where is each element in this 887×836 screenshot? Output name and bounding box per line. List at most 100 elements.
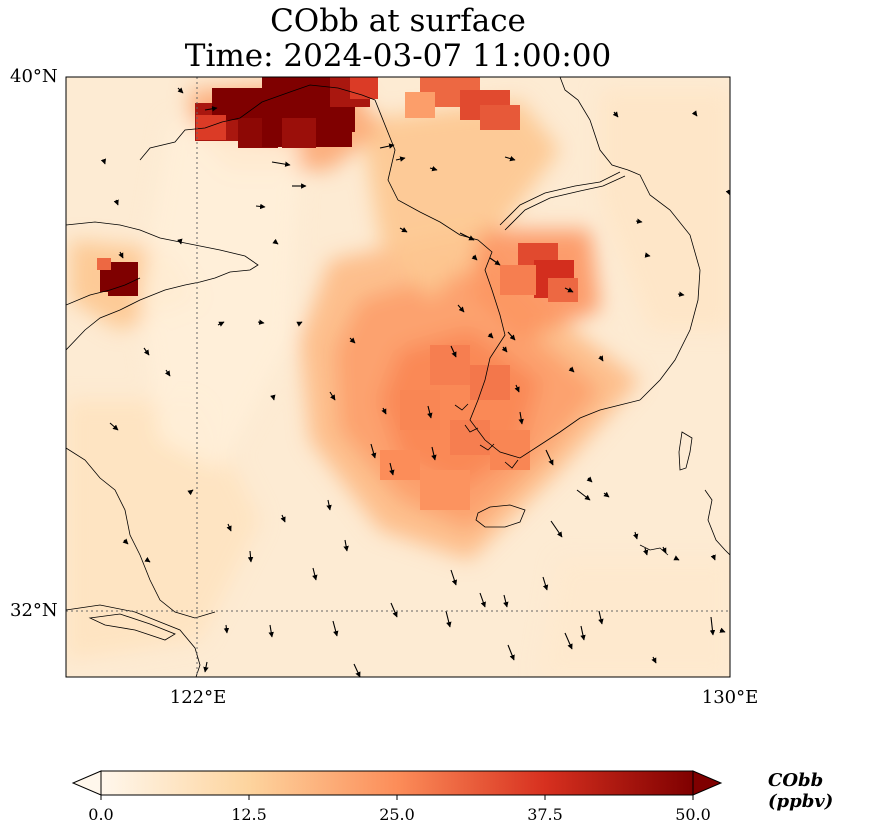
wind-arrow-11 (564, 287, 574, 293)
wind-arrow-14 (644, 252, 651, 258)
wind-arrow-13 (691, 110, 698, 117)
coast-yangtze-island (88, 613, 176, 641)
wind-arrow-33 (457, 304, 465, 313)
hotspot-cell-19 (500, 265, 536, 295)
hotspot-cell-26 (490, 430, 530, 470)
liaodong-south (66, 277, 141, 306)
title-line-2: Time: 2024-03-07 11:00:00 (184, 38, 612, 74)
hotspot-cell-21 (470, 365, 510, 400)
wind-arrow-72 (580, 625, 586, 641)
wind-arrow-9 (399, 227, 408, 233)
wind-arrow-41 (280, 514, 286, 523)
hotspot-cell-24 (380, 450, 420, 480)
wind-arrow-0 (177, 87, 184, 94)
wind-arrow-23 (217, 321, 225, 327)
colorbar-tick-0: 0.0 (88, 805, 114, 824)
wind-arrow-64 (479, 592, 486, 608)
wind-arrow-65 (390, 602, 398, 618)
wind-arrow-57 (710, 554, 716, 561)
island-tsushima (678, 431, 693, 471)
coast-korea-west (374, 99, 641, 459)
field-northeast-low (600, 90, 730, 330)
wind-arrow-48 (518, 411, 524, 425)
wind-arrow-1 (204, 106, 218, 112)
wind-arrow-47 (431, 446, 437, 461)
colorbar-tick-50: 50.0 (675, 805, 711, 824)
wind-arrow-70 (332, 620, 339, 637)
wind-arrow-56 (673, 555, 680, 561)
border-korea-2 (504, 175, 626, 231)
wind-arrow-29 (270, 394, 276, 401)
wind-arrow-69 (223, 624, 230, 634)
colorbar-extend-high (692, 770, 723, 796)
wind-arrow-50 (576, 489, 591, 501)
wind-arrow-43 (326, 499, 332, 511)
wind-arrow-71 (564, 632, 573, 650)
wind-arrow-32 (450, 345, 457, 358)
wind-arrow-76 (353, 663, 361, 677)
lon-label-122e: 122°E (169, 687, 227, 708)
hotspot-cell-25 (420, 470, 470, 510)
wind-arrow-39 (187, 489, 194, 496)
wind-arrow-24 (257, 319, 265, 325)
wind-arrow-4 (255, 203, 266, 210)
lat-label-32n: 32°N (10, 600, 58, 621)
wind-arrow-45 (389, 462, 395, 476)
coast-kyushu (704, 489, 730, 556)
colorbar-tick-37-5: 37.5 (527, 805, 563, 824)
wind-arrow-60 (247, 550, 254, 563)
field-southeast-low (540, 560, 730, 677)
wind-arrow-53 (632, 531, 639, 540)
wind-arrow-73 (598, 610, 604, 625)
colorbar-tick-marks (100, 795, 694, 800)
wind-arrow-55 (661, 546, 667, 554)
hotspot-cell-7 (282, 118, 316, 148)
wind-arrow-8 (459, 232, 475, 241)
wind-arrow-80 (586, 476, 593, 483)
coast-jiangsu (66, 447, 216, 619)
colorbar-gradient (100, 770, 694, 796)
wind-arrow-62 (450, 569, 458, 586)
wind-arrow-42 (343, 539, 349, 552)
wind-arrow-26 (349, 337, 356, 344)
wind-arrow-5 (379, 143, 395, 149)
wind-arrow-19 (113, 199, 119, 206)
wind-arrow-54 (642, 547, 649, 556)
wind-arrow-83 (471, 254, 478, 261)
cobb-hotspots (97, 77, 578, 510)
lat-label-40n: 40°N (10, 66, 58, 87)
coastlines (66, 77, 730, 677)
hotspot-cell-15 (405, 92, 435, 118)
lon-label-130e: 130°E (701, 687, 759, 708)
wind-arrow-7 (429, 165, 438, 172)
wind-arrow-84 (501, 346, 508, 353)
map-title: CObb at surface Time: 2024-03-07 11:00:0… (66, 4, 730, 74)
wind-arrow-44 (370, 443, 377, 459)
wind-arrow-18 (118, 251, 124, 259)
wind-arrow-66 (445, 610, 452, 628)
wind-arrow-10 (504, 155, 516, 162)
wind-arrow-79 (719, 627, 726, 633)
island-jeju (475, 504, 526, 528)
wind-arrow-34 (514, 384, 520, 393)
wind-vectors (100, 87, 730, 677)
wind-arrow-61 (312, 567, 318, 581)
hotspot-cell-20 (430, 345, 470, 385)
wind-arrow-82 (487, 332, 494, 339)
wind-arrow-21 (177, 238, 183, 245)
wind-arrow-16 (635, 218, 643, 224)
wind-arrow-28 (164, 369, 171, 377)
wind-arrow-46 (427, 405, 433, 419)
wind-arrow-20 (100, 158, 107, 165)
wind-arrow-59 (122, 538, 129, 545)
wind-arrow-25 (296, 321, 303, 327)
coast-korea-east (627, 169, 701, 401)
wind-arrow-58 (144, 556, 151, 563)
coast-liaoning (139, 84, 376, 161)
wind-arrow-63 (542, 576, 549, 591)
hotspot-cell-1 (212, 88, 262, 120)
field-northern-band (360, 100, 560, 300)
wind-arrow-6 (395, 156, 406, 162)
colorbar-tick-25: 25.0 (379, 805, 415, 824)
